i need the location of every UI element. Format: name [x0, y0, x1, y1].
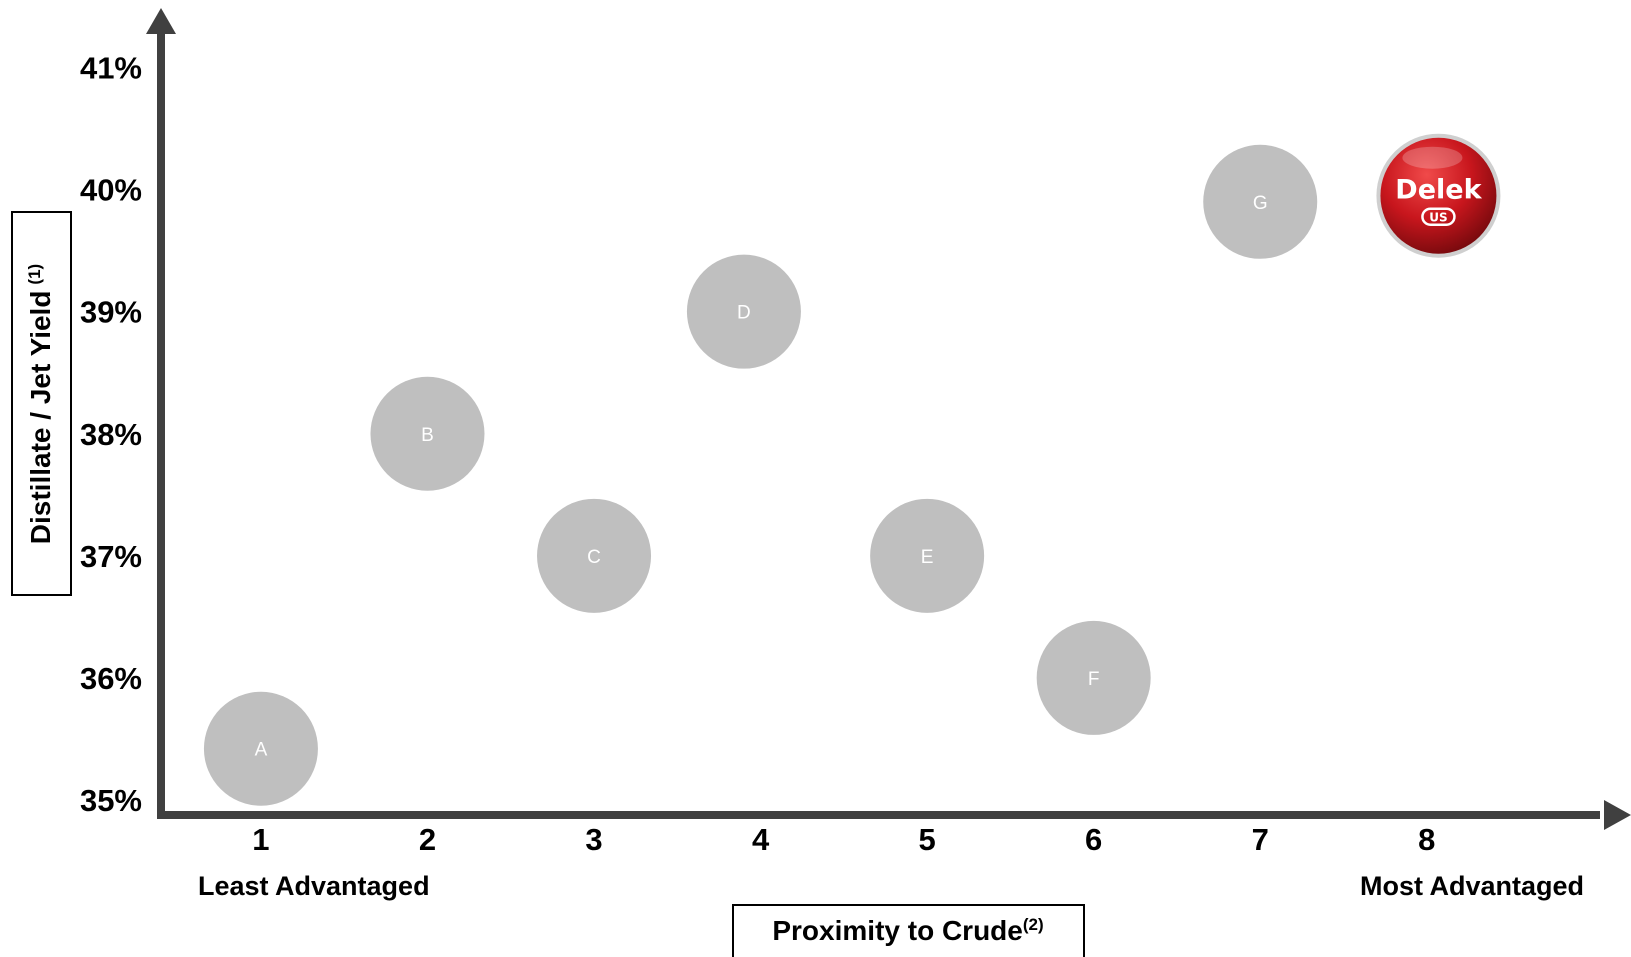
- data-point-d: D: [686, 254, 801, 369]
- data-point-b: B: [370, 376, 485, 491]
- data-points: A B C D E F G: [203, 144, 1318, 806]
- bubble-label: B: [421, 425, 434, 446]
- bubble: [1036, 620, 1151, 735]
- x-tick-label: 3: [585, 822, 602, 857]
- bubble-label: A: [255, 740, 268, 761]
- data-point-g: G: [1203, 144, 1318, 259]
- x-tick-label: 2: [419, 822, 436, 857]
- y-axis-arrow: [146, 8, 176, 34]
- y-axis-title-box: [11, 211, 72, 596]
- bubble: [537, 498, 652, 613]
- y-tick-label: 40%: [80, 173, 142, 208]
- x-axis-title-text: Proximity to Crude: [772, 915, 1022, 946]
- bubble-label: G: [1253, 193, 1268, 214]
- bubble-label: D: [737, 303, 751, 324]
- x-axis-title-box: [732, 904, 1085, 957]
- bubble: [686, 254, 801, 369]
- bubble: [870, 498, 985, 613]
- bubble: [203, 691, 318, 806]
- x-tick-label: 6: [1085, 822, 1102, 857]
- y-axis-title: Distillate / Jet Yield (1): [25, 264, 56, 544]
- x-tick-label: 5: [919, 822, 936, 857]
- y-tick-label: 36%: [80, 661, 142, 696]
- data-point-e: E: [870, 498, 985, 613]
- data-point-c: C: [537, 498, 652, 613]
- x-axis-title-note: (2): [1023, 915, 1044, 934]
- logo-shine: [1402, 146, 1463, 169]
- y-tick-labels: 41% 40% 39% 38% 37% 36% 35%: [80, 51, 142, 818]
- y-axis-title-text: Distillate / Jet Yield: [25, 291, 56, 545]
- delek-logo: Delek US: [1376, 133, 1501, 258]
- y-tick-label: 35%: [80, 783, 142, 818]
- logo-brand-text: Delek: [1395, 175, 1482, 206]
- y-tick-label: 38%: [80, 417, 142, 452]
- x-tick-label: 4: [752, 822, 770, 857]
- x-tick-label: 8: [1418, 822, 1435, 857]
- x-axis-title: Proximity to Crude(2): [772, 915, 1043, 946]
- bubble-label: E: [921, 547, 934, 568]
- y-axis-title-note: (1): [25, 264, 44, 285]
- y-tick-label: 41%: [80, 51, 142, 86]
- logo-sub-text: US: [1429, 211, 1447, 225]
- x-tick-labels: 1 2 3 4 5 6 7 8: [252, 822, 1435, 857]
- bubble: [370, 376, 485, 491]
- logo-sub-badge: [1421, 207, 1456, 226]
- x-annotation-right: Most Advantaged: [1360, 871, 1584, 901]
- bubble-label: F: [1088, 669, 1100, 690]
- data-point-f: F: [1036, 620, 1151, 735]
- y-tick-label: 39%: [80, 295, 142, 330]
- bubble: [1203, 144, 1318, 259]
- data-point-a: A: [203, 691, 318, 806]
- x-tick-label: 7: [1252, 822, 1269, 857]
- y-tick-label: 37%: [80, 539, 142, 574]
- bubble-label: C: [587, 547, 601, 568]
- x-annotation-left: Least Advantaged: [198, 871, 430, 901]
- x-axis-arrow: [1604, 800, 1631, 830]
- logo-ball: [1380, 137, 1497, 254]
- x-tick-label: 1: [252, 822, 269, 857]
